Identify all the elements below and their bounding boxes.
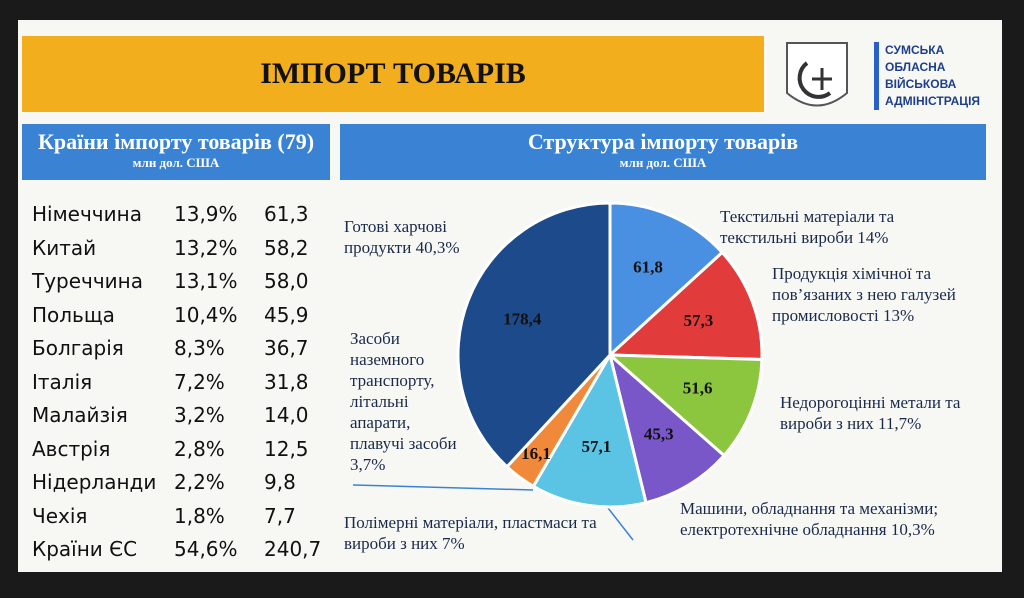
table-cell: 36,7 [264, 336, 309, 360]
table-cell: 8,3% [174, 336, 225, 360]
pie-slice [456, 201, 612, 469]
pie-chart: 61,8 57,3 51,6 45,3 57,1 16,1 178,4 [352, 201, 764, 541]
table-row: Австрія 2,8% 12,5 [32, 437, 332, 467]
table-cell: 1,8% [174, 503, 225, 528]
table-cell: 61,3 [264, 202, 309, 226]
table-cell: Країни ЄС [32, 537, 138, 561]
countries-title: Країни імпорту товарів (79) [37, 129, 315, 154]
table-cell: 2,8% [174, 436, 225, 461]
table-cell: Нідерланди [32, 470, 157, 494]
slide: ІМПОРТ ТОВАРІВ СУМСЬКА ОБЛАСНА ВІЙСЬКОВА… [18, 20, 1002, 572]
table-cell: 9,8 [264, 470, 296, 494]
table-row: Малайзія 3,2% 14,0 [32, 403, 332, 433]
table-row: Країни ЄС 54,6% 240,7 [32, 537, 332, 567]
table-row: Нідерланди 2,2% 9,8 [32, 470, 332, 500]
table-cell: Німеччина [32, 202, 142, 226]
table-row: Італія 7,2% 31,8 [32, 370, 332, 400]
pie-slice [606, 250, 764, 362]
table-cell: 13,1% [174, 269, 238, 293]
table-cell: 31,8 [264, 369, 309, 394]
value-label: 51,6 [683, 379, 713, 398]
title: ІМПОРТ ТОВАРІВ [260, 57, 526, 90]
table-row: Китай 13,2% 58,2 [32, 236, 332, 266]
logo [786, 42, 848, 107]
table-cell: Чехія [32, 503, 88, 528]
category-label: Готові харчові продукти 40,3% [344, 217, 460, 257]
category-label: Недорогоцінні метали та вироби з них 11,… [780, 393, 961, 433]
table-cell: Італія [32, 369, 93, 394]
table-row: Чехія 1,8% 7,7 [32, 504, 332, 534]
category-label: Засоби наземного транспорту, літальні ап… [350, 329, 457, 474]
arrow [607, 507, 634, 541]
table-cell: Малайзія [32, 403, 128, 427]
countries-header: Країни імпорту товарів (79) млн дол. США [22, 124, 330, 180]
pie-slice [531, 351, 648, 509]
chart-title: Структура імпорту товарів [527, 129, 799, 154]
value-label: 16,1 [521, 444, 551, 463]
table-cell: 13,2% [174, 235, 238, 260]
title-bar: ІМПОРТ ТОВАРІВ [22, 36, 764, 112]
table-row: Туреччина 13,1% 58,0 [32, 269, 332, 299]
category-label: Продукція хімічної та пов’язаних з нею г… [772, 264, 956, 325]
value-label: 57,1 [582, 437, 612, 456]
value-label: 45,3 [644, 425, 674, 444]
chart-subtitle: млн дол. США [619, 155, 707, 170]
table-cell: 7,2% [174, 369, 225, 394]
value-label: 57,3 [683, 311, 713, 330]
category-label: Полімерні матеріали, пластмаси та вироби… [344, 513, 597, 553]
table-cell: 54,6% [174, 537, 238, 561]
table-cell: 58,2 [264, 235, 309, 260]
table-cell: 7,7 [264, 503, 296, 528]
table-cell: 2,2% [174, 470, 225, 494]
table-cell: 45,9 [264, 302, 309, 327]
chart-header: Структура імпорту товарів млн дол. США [340, 124, 986, 180]
table-cell: 58,0 [264, 269, 309, 293]
table-cell: 3,2% [174, 403, 225, 427]
value-label: 61,8 [633, 258, 663, 277]
table-row: Німеччина 13,9% 61,3 [32, 202, 332, 232]
value-label: 178,4 [503, 310, 542, 329]
table-cell: 12,5 [264, 436, 309, 461]
arrow [352, 484, 534, 491]
table-row: Польща 10,4% 45,9 [32, 303, 332, 333]
pie-slice [605, 353, 764, 458]
org-name: СУМСЬКА ОБЛАСНА ВІЙСЬКОВА АДМІНІСТРАЦІЯ [874, 42, 1005, 110]
category-label: Текстильні матеріали та текстильні вироб… [720, 207, 895, 247]
pie-slice [608, 201, 725, 359]
table-cell: Польща [32, 302, 115, 327]
table-cell: 240,7 [264, 537, 322, 561]
table-cell: 10,4% [174, 302, 238, 327]
table-cell: Китай [32, 235, 97, 260]
category-label: Машини, обладнання та механізми; електро… [680, 499, 939, 539]
table-row: Болгарія 8,3% 36,7 [32, 336, 332, 366]
table-cell: Туреччина [32, 269, 144, 293]
countries-subtitle: млн дол. США [132, 155, 220, 170]
table-cell: Болгарія [32, 336, 124, 360]
table-cell: 13,9% [174, 202, 238, 226]
table-cell: Австрія [32, 436, 111, 461]
table-cell: 14,0 [264, 403, 309, 427]
